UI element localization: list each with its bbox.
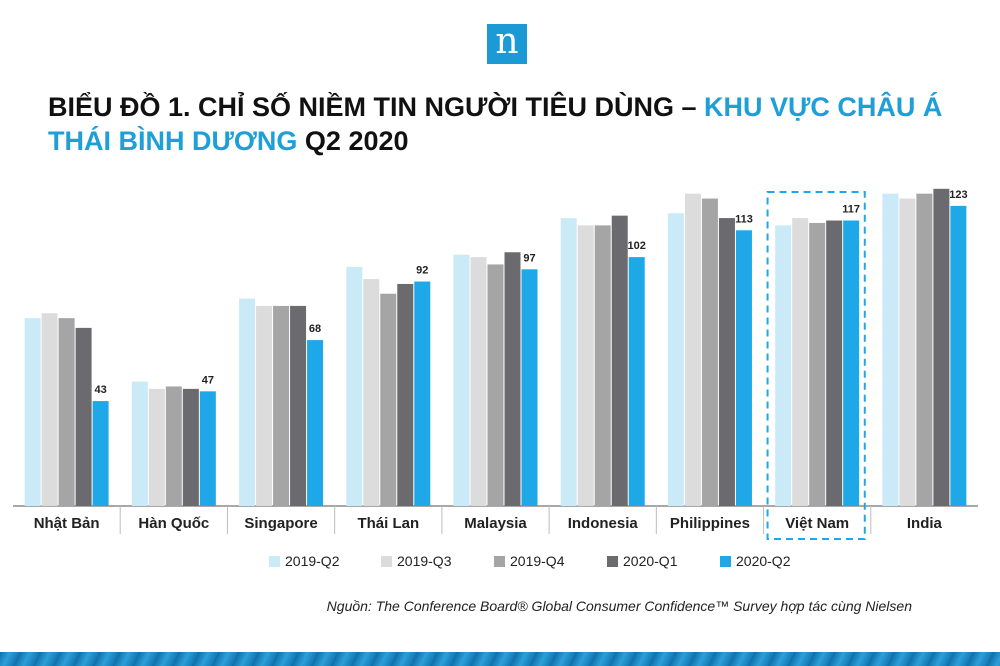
- category-label: Singapore: [244, 515, 317, 532]
- data-label: 102: [628, 240, 646, 252]
- bar-2019-Q2: [667, 213, 684, 506]
- category-label: Hàn Quốc: [138, 515, 209, 532]
- bar-2020-Q1: [397, 283, 414, 506]
- legend-label: 2019-Q3: [397, 553, 452, 569]
- bar-2020-Q2: [307, 340, 324, 506]
- bar-2019-Q3: [792, 218, 809, 506]
- bar-2019-Q3: [684, 193, 701, 506]
- chart-title: BIỂU ĐỒ 1. CHỈ SỐ NIỀM TIN NGƯỜI TIÊU DÙ…: [48, 90, 968, 158]
- data-label: 123: [949, 189, 967, 201]
- legend-label: 2019-Q4: [510, 553, 565, 569]
- bar-2019-Q2: [346, 266, 363, 506]
- bar-2019-Q4: [809, 222, 826, 506]
- category-label: Malaysia: [464, 515, 527, 532]
- bar-2020-Q1: [75, 327, 92, 506]
- bar-2020-Q2: [414, 281, 431, 506]
- bar-2019-Q2: [775, 225, 792, 506]
- data-label: 113: [735, 213, 753, 225]
- bar-2020-Q1: [182, 388, 199, 506]
- bar-2019-Q4: [58, 318, 75, 506]
- bar-2019-Q2: [882, 193, 899, 506]
- bar-2020-Q1: [826, 220, 843, 506]
- legend-swatch: [720, 556, 731, 567]
- data-label: 117: [842, 204, 860, 216]
- bar-2019-Q4: [916, 193, 933, 506]
- bar-2020-Q2: [199, 391, 216, 506]
- data-label: 97: [523, 252, 535, 264]
- legend-label: 2019-Q2: [285, 553, 340, 569]
- data-label: 47: [202, 374, 214, 386]
- bar-2020-Q1: [933, 188, 950, 507]
- bar-2020-Q2: [735, 230, 752, 506]
- bar-2019-Q4: [487, 264, 504, 506]
- bar-2020-Q1: [504, 252, 521, 506]
- legend-swatch: [381, 556, 392, 567]
- source-note: Nguồn: The Conference Board® Global Cons…: [326, 598, 912, 614]
- bar-2019-Q3: [256, 305, 273, 506]
- category-label: India: [907, 515, 943, 532]
- bar-2020-Q1: [611, 215, 628, 506]
- data-label: 68: [309, 323, 321, 335]
- data-label: 92: [416, 265, 428, 277]
- legend-swatch: [269, 556, 280, 567]
- bar-2019-Q4: [165, 386, 182, 506]
- bar-2019-Q2: [24, 318, 41, 506]
- bar-2019-Q2: [560, 218, 577, 506]
- bar-2019-Q4: [273, 305, 290, 506]
- bar-2019-Q3: [41, 313, 58, 506]
- title-highlight-part-2: THÁI BÌNH DƯƠNG: [48, 126, 298, 156]
- bar-2019-Q4: [594, 225, 611, 506]
- category-label: Philippines: [670, 515, 750, 532]
- highlight-box: [766, 191, 866, 540]
- bar-2019-Q2: [131, 381, 148, 506]
- bar-2019-Q2: [453, 254, 470, 506]
- bar-2020-Q1: [718, 218, 735, 506]
- bar-2019-Q3: [577, 225, 594, 506]
- bar-2020-Q2: [628, 257, 645, 506]
- bar-2020-Q1: [290, 305, 307, 506]
- decorative-footer-band: [0, 652, 1000, 666]
- title-dark-part: BIỂU ĐỒ 1. CHỈ SỐ NIỀM TIN NGƯỜI TIÊU DÙ…: [48, 92, 704, 122]
- bar-2019-Q4: [380, 293, 397, 506]
- category-label: Việt Nam: [785, 515, 849, 532]
- legend-label: 2020-Q2: [736, 553, 791, 569]
- bar-2020-Q2: [92, 401, 109, 506]
- bar-2019-Q3: [470, 257, 487, 506]
- bar-2020-Q2: [843, 220, 860, 506]
- bar-2019-Q3: [148, 388, 165, 506]
- legend-swatch: [494, 556, 505, 567]
- bar-2019-Q3: [899, 198, 916, 506]
- bar-chart: 43 Nhật Bản 47 Hàn Quốc 68 Singapore 92 Thái La…: [13, 188, 978, 569]
- category-label: Thái Lan: [357, 515, 419, 532]
- data-label: 43: [94, 384, 106, 396]
- legend-label: 2020-Q1: [623, 553, 678, 569]
- nielsen-logo: n: [487, 24, 527, 64]
- category-label: Indonesia: [568, 515, 639, 532]
- title-dark-part-2: Q2 2020: [297, 126, 409, 156]
- legend-swatch: [607, 556, 618, 567]
- category-label: Nhật Bản: [34, 515, 100, 532]
- title-highlight-part: KHU VỰC CHÂU Á: [704, 92, 943, 122]
- bar-2020-Q2: [950, 205, 967, 506]
- bar-2020-Q2: [521, 269, 538, 506]
- bar-2019-Q3: [363, 279, 380, 506]
- bar-2019-Q4: [701, 198, 718, 506]
- bar-2019-Q2: [239, 298, 256, 506]
